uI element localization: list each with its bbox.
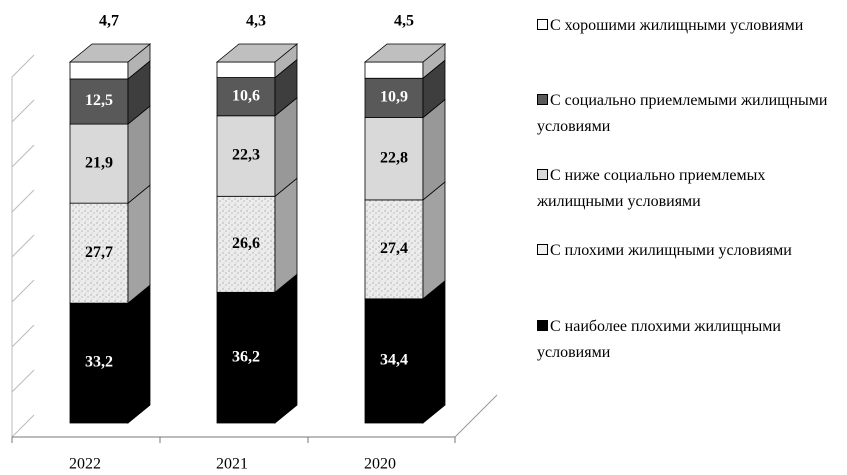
value-label: 34,4	[380, 352, 408, 369]
bar-side	[274, 177, 298, 294]
value-label: 33,2	[85, 354, 113, 371]
x-tick-label: 2021	[216, 456, 248, 473]
value-label: 4,7	[99, 13, 119, 30]
legend-swatch	[537, 169, 548, 180]
legend-label: С наиболее плохими жилищными условиями	[537, 318, 781, 361]
value-label: 4,5	[394, 13, 414, 30]
wall-line	[11, 324, 35, 348]
bar-segment	[216, 77, 276, 117]
bar-segment	[69, 78, 129, 125]
value-label: 21,9	[85, 154, 113, 171]
bar-segment	[364, 61, 424, 79]
legend-entry: С наиболее плохими жилищными условиями	[537, 314, 842, 366]
legend-swatch	[537, 19, 548, 30]
value-label: 10,9	[380, 89, 408, 106]
bar-segment	[69, 61, 129, 80]
value-label: 26,6	[232, 235, 260, 252]
wall-line	[11, 144, 35, 168]
bar-side	[127, 284, 151, 424]
legend-label: С плохими жилищными условиями	[550, 242, 792, 259]
value-label: 36,2	[232, 348, 260, 365]
wall-line	[11, 189, 35, 213]
x-tick-label: 2020	[364, 456, 396, 473]
bar-side	[422, 181, 446, 300]
bar-side	[274, 273, 298, 424]
legend-swatch	[537, 244, 548, 255]
bar-top	[68, 43, 152, 63]
bar-top	[363, 43, 447, 63]
legend-label: С хорошими жилищными условиями	[550, 17, 804, 34]
bar-segment	[69, 302, 129, 424]
bar-segment	[364, 199, 424, 300]
wall-line	[11, 414, 35, 438]
value-label: 27,7	[85, 244, 113, 261]
value-label: 4,3	[246, 13, 266, 30]
x-tick-label: 2022	[69, 456, 101, 473]
bar-segment	[364, 77, 424, 118]
bar-side	[422, 279, 446, 424]
chart: 2022 33,2 27,7 21,9 12,5 4,7 2021 36,2 26,6 22,3 1…	[11, 13, 498, 473]
wall-line	[11, 234, 35, 258]
wall-line	[11, 54, 35, 78]
legend-entry: С социально приемлемыми жилищными услови…	[537, 88, 842, 140]
floor-edge	[454, 394, 498, 438]
value-label: 22,3	[232, 147, 260, 164]
value-label: 22,8	[380, 149, 408, 166]
legend-swatch	[537, 320, 548, 331]
wall-line	[11, 99, 35, 123]
legend-entry: С хорошими жилищными условиями	[537, 13, 842, 39]
value-label: 12,5	[85, 92, 113, 109]
bar-segment	[364, 298, 424, 424]
bar-top	[215, 43, 299, 63]
bar-segment	[216, 291, 276, 424]
legend-swatch	[537, 94, 548, 105]
value-label: 27,4	[380, 240, 408, 257]
legend-label: С ниже социально приемлемых жилищными ус…	[537, 167, 766, 210]
value-label: 10,6	[232, 87, 260, 104]
bar-segment	[216, 195, 276, 293]
bar-segment	[216, 61, 276, 78]
wall-line	[11, 369, 35, 393]
legend-label: С социально приемлемыми жилищными услови…	[537, 92, 828, 135]
bar-side	[127, 184, 151, 304]
wall-line	[11, 279, 35, 303]
legend-entry: С ниже социально приемлемых жилищными ус…	[537, 163, 842, 215]
bar-segment	[364, 117, 424, 201]
legend-entry: С плохими жилищными условиями	[537, 238, 842, 264]
